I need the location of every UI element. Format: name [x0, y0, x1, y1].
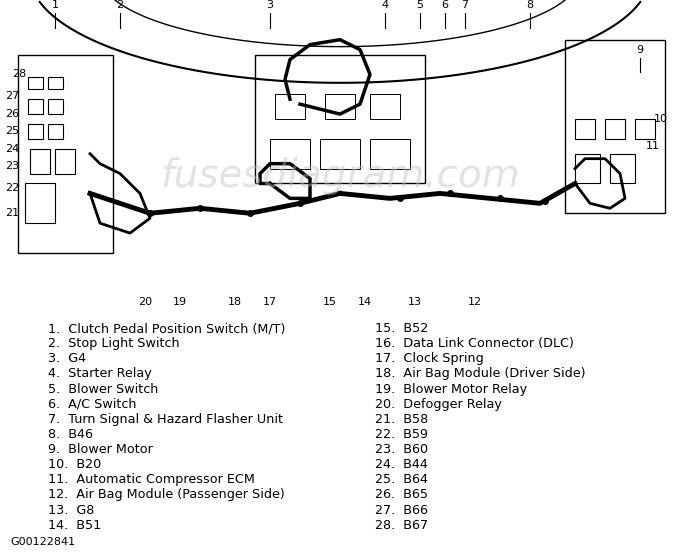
- Text: 21.  B58: 21. B58: [375, 413, 428, 426]
- Bar: [18, 55, 113, 253]
- Text: 3: 3: [266, 0, 274, 10]
- Bar: [28, 77, 43, 89]
- Text: 14.  B51: 14. B51: [48, 519, 101, 531]
- Text: 25.  B64: 25. B64: [375, 473, 428, 486]
- Text: 13: 13: [408, 298, 422, 307]
- Bar: [325, 94, 355, 119]
- Text: 24: 24: [5, 144, 19, 154]
- Text: 25: 25: [5, 126, 19, 136]
- Bar: [575, 154, 600, 184]
- Text: 17: 17: [263, 298, 277, 307]
- Text: 11: 11: [646, 141, 660, 151]
- Text: 22.  B59: 22. B59: [375, 428, 428, 441]
- Text: 17.  Clock Spring: 17. Clock Spring: [375, 352, 484, 366]
- Text: 6.  A/C Switch: 6. A/C Switch: [48, 398, 136, 411]
- Text: 12.  Air Bag Module (Passenger Side): 12. Air Bag Module (Passenger Side): [48, 488, 285, 502]
- Text: 26.  B65: 26. B65: [375, 488, 428, 502]
- Bar: [55, 149, 75, 174]
- Text: 2: 2: [116, 0, 123, 10]
- Text: 24.  B44: 24. B44: [375, 458, 428, 471]
- Text: 11.  Automatic Compressor ECM: 11. Automatic Compressor ECM: [48, 473, 255, 486]
- Text: 23: 23: [5, 160, 19, 171]
- Text: 15.  B52: 15. B52: [375, 322, 428, 335]
- Text: 10: 10: [654, 114, 668, 124]
- Bar: [28, 99, 43, 114]
- Bar: [48, 77, 63, 89]
- Text: 21: 21: [5, 208, 19, 218]
- Text: 1: 1: [52, 0, 59, 10]
- Bar: [370, 139, 410, 169]
- Text: 19: 19: [173, 298, 187, 307]
- Bar: [565, 40, 665, 213]
- Text: 3.  G4: 3. G4: [48, 352, 86, 366]
- Text: 16.  Data Link Connector (DLC): 16. Data Link Connector (DLC): [375, 337, 573, 350]
- Text: 27: 27: [5, 91, 19, 101]
- Text: 14: 14: [358, 298, 372, 307]
- Text: 7.  Turn Signal & Hazard Flasher Unit: 7. Turn Signal & Hazard Flasher Unit: [48, 413, 283, 426]
- Text: 10.  B20: 10. B20: [48, 458, 101, 471]
- Bar: [320, 139, 360, 169]
- Bar: [48, 99, 63, 114]
- Bar: [610, 154, 635, 184]
- Text: 27.  B66: 27. B66: [375, 504, 428, 517]
- Text: 19.  Blower Motor Relay: 19. Blower Motor Relay: [375, 383, 526, 395]
- Text: 18: 18: [228, 298, 242, 307]
- Text: G00122841: G00122841: [10, 537, 76, 547]
- Text: fusesdiagram.com: fusesdiagram.com: [160, 156, 520, 195]
- Text: 2.  Stop Light Switch: 2. Stop Light Switch: [48, 337, 179, 350]
- Text: 5.  Blower Switch: 5. Blower Switch: [48, 383, 158, 395]
- Text: 28: 28: [12, 69, 27, 80]
- Bar: [605, 119, 625, 139]
- Text: 5: 5: [417, 0, 424, 10]
- Bar: [25, 184, 55, 223]
- Bar: [370, 94, 400, 119]
- Text: 4: 4: [381, 0, 389, 10]
- Text: 8.  B46: 8. B46: [48, 428, 93, 441]
- Text: 8: 8: [526, 0, 533, 10]
- Text: 20: 20: [138, 298, 152, 307]
- Bar: [270, 139, 310, 169]
- Text: 6: 6: [441, 0, 449, 10]
- Text: 15: 15: [323, 298, 337, 307]
- Text: 1.  Clutch Pedal Position Switch (M/T): 1. Clutch Pedal Position Switch (M/T): [48, 322, 285, 335]
- Text: 20.  Defogger Relay: 20. Defogger Relay: [375, 398, 501, 411]
- Text: 9.  Blower Motor: 9. Blower Motor: [48, 443, 153, 456]
- Text: 22: 22: [5, 184, 19, 194]
- Text: 9: 9: [637, 45, 644, 55]
- Text: 23.  B60: 23. B60: [375, 443, 428, 456]
- Bar: [635, 119, 655, 139]
- Text: 4.  Starter Relay: 4. Starter Relay: [48, 367, 151, 380]
- Text: 26: 26: [5, 109, 19, 119]
- Bar: [275, 94, 305, 119]
- Bar: [255, 55, 425, 184]
- Bar: [575, 119, 595, 139]
- Text: 12: 12: [468, 298, 482, 307]
- Bar: [48, 124, 63, 139]
- Bar: [28, 124, 43, 139]
- Bar: [30, 149, 50, 174]
- Text: 28.  B67: 28. B67: [375, 519, 428, 531]
- Text: 13.  G8: 13. G8: [48, 504, 94, 517]
- Text: 18.  Air Bag Module (Driver Side): 18. Air Bag Module (Driver Side): [375, 367, 585, 380]
- Text: 7: 7: [462, 0, 469, 10]
